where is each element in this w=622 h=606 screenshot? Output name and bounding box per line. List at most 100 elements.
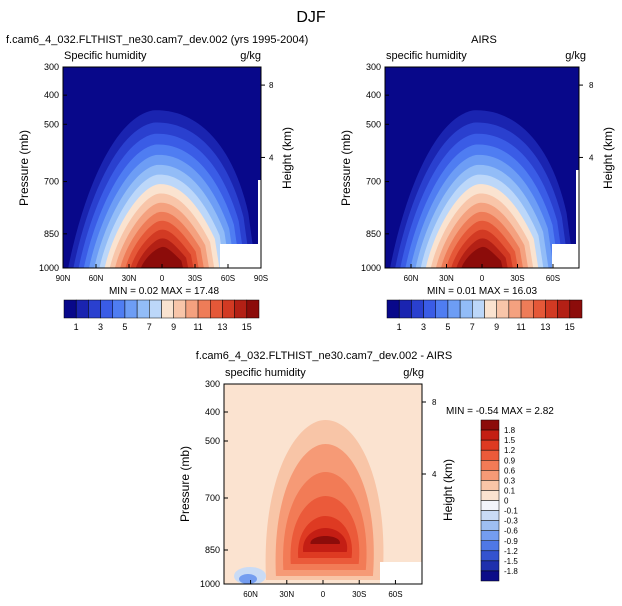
panel-model-ytick-label: 1000 bbox=[39, 263, 59, 273]
colorbar-diff-label: -0.6 bbox=[504, 527, 518, 536]
panel-model-ytick-label: 400 bbox=[44, 90, 59, 100]
colorbar-model-swatch bbox=[100, 299, 113, 319]
panel-diff-height-tick-label: 8 bbox=[432, 398, 437, 407]
colorbar-airs-swatch bbox=[484, 299, 497, 319]
colorbar-model-swatch bbox=[88, 299, 101, 319]
colorbar-diff-label: -0.1 bbox=[504, 507, 518, 516]
colorbar-diff-label: 0 bbox=[504, 497, 509, 506]
colorbar-diff-swatch bbox=[480, 490, 500, 501]
panel-airs-ytick-label: 850 bbox=[366, 229, 381, 239]
panel-diff-contours bbox=[234, 400, 398, 584]
panel-airs-title: AIRS bbox=[471, 34, 497, 46]
panel-diff-ytick-label: 700 bbox=[205, 493, 220, 503]
panel-diff-height-tick-label: 4 bbox=[432, 470, 437, 479]
panel-diff-ytick-label: 400 bbox=[205, 407, 220, 417]
panel-airs-ylabel-right: Height (km) bbox=[601, 127, 615, 189]
panel-model-xtick-label: 60N bbox=[89, 274, 104, 283]
colorbar-diff-label: 0.3 bbox=[504, 476, 516, 485]
colorbar-airs-swatch bbox=[423, 299, 436, 319]
panel-airs-ticks: 300 400 500 700 850 1000 60N 30N 0 30S 60S 8 4 bbox=[361, 62, 594, 283]
colorbar-model-label: 3 bbox=[98, 322, 103, 332]
panel-airs-units: g/kg bbox=[565, 50, 586, 62]
colorbar-model-swatch bbox=[112, 299, 126, 319]
colorbar-diff-swatch bbox=[480, 500, 500, 511]
colorbar-model-label: 5 bbox=[122, 322, 127, 332]
colorbar-airs-label: 5 bbox=[445, 322, 450, 332]
colorbar-diff-label: -1.8 bbox=[504, 567, 518, 576]
colorbar-model-label: 11 bbox=[193, 322, 202, 332]
panel-diff-negative-core bbox=[239, 574, 257, 584]
panel-airs-left-label: specific humidity bbox=[386, 50, 467, 62]
panel-diff-ytick-label: 300 bbox=[205, 379, 220, 389]
colorbar-model-swatch bbox=[173, 299, 187, 319]
panel-diff-stats: MIN = -0.54 MAX = 2.82 bbox=[446, 406, 554, 417]
panel-model-xtick-label: 90S bbox=[254, 274, 268, 283]
panel-airs-ytick-label: 300 bbox=[366, 62, 381, 72]
panel-airs-xtick-label: 60N bbox=[404, 274, 419, 283]
panel-model-xtick-label: 60S bbox=[221, 274, 235, 283]
colorbar-diff-swatch bbox=[480, 540, 500, 552]
colorbar-model-swatch bbox=[246, 299, 260, 319]
panel-diff-ytick-label: 1000 bbox=[200, 579, 220, 589]
colorbar-model: 1 3 5 7 9 11 13 15 bbox=[63, 299, 260, 332]
panel-model-xtick-label: 30N bbox=[122, 274, 137, 283]
panel-model-contours bbox=[68, 110, 256, 268]
colorbar-model-label: 13 bbox=[217, 322, 227, 332]
panel-model-xtick-label: 30S bbox=[188, 274, 202, 283]
colorbar-diff-label: -0.9 bbox=[504, 537, 518, 546]
panel-diff-units: g/kg bbox=[403, 367, 424, 379]
colorbar-diff-label: 1.2 bbox=[504, 446, 516, 455]
panel-diff-xtick-label: 30N bbox=[279, 590, 294, 599]
panel-airs-height-tick-label: 4 bbox=[589, 153, 594, 162]
colorbar-diff-swatch bbox=[480, 470, 500, 481]
panel-diff-title: f.cam6_4_032.FLTHIST_ne30.cam7_dev.002 -… bbox=[196, 350, 452, 362]
panel-model-left-label: Specific humidity bbox=[64, 50, 147, 62]
panel-airs-ytick-label: 500 bbox=[366, 119, 381, 129]
colorbar-airs-swatch bbox=[386, 299, 400, 319]
panel-model-xtick-label: 90N bbox=[56, 274, 71, 283]
colorbar-model-swatch bbox=[197, 299, 211, 319]
panel-airs-xtick-label: 0 bbox=[480, 274, 485, 283]
colorbar-airs-swatch bbox=[569, 299, 583, 319]
colorbar-airs-swatch bbox=[508, 299, 522, 319]
panel-model-missing-edge bbox=[258, 180, 261, 244]
colorbar-airs-swatch bbox=[411, 299, 424, 319]
panel-model-ytick-label: 500 bbox=[44, 119, 59, 129]
colorbar-diff-swatch bbox=[480, 530, 500, 541]
colorbar-model-label: 15 bbox=[242, 322, 252, 332]
colorbar-diff-swatch bbox=[480, 419, 500, 431]
colorbar-airs-swatch bbox=[398, 299, 412, 319]
panel-diff-ticks: 300 400 500 700 850 1000 60N 30N 0 30S 60S 8 4 bbox=[200, 379, 437, 599]
panel-diff-missing-patch bbox=[380, 562, 422, 584]
colorbar-model-swatch bbox=[136, 299, 150, 319]
colorbar-airs-label: 9 bbox=[494, 322, 499, 332]
colorbar-diff-swatch bbox=[480, 460, 500, 471]
panel-model-missing-patch bbox=[220, 244, 261, 268]
colorbar-diff-swatch bbox=[480, 520, 500, 531]
colorbar-diff-swatch bbox=[480, 429, 500, 441]
panel-airs-missing-edge bbox=[576, 170, 579, 244]
colorbar-model-swatch bbox=[149, 299, 162, 319]
colorbar-airs-swatch bbox=[545, 299, 558, 319]
colorbar-airs-swatch bbox=[496, 299, 510, 319]
panel-model-title: f.cam6_4_032.FLTHIST_ne30.cam7_dev.002 (… bbox=[6, 34, 308, 46]
colorbar-model-swatch bbox=[161, 299, 174, 319]
panel-diff-ytick-label: 500 bbox=[205, 436, 220, 446]
panel-airs-ytick-label: 700 bbox=[366, 177, 381, 187]
colorbar-model-swatch bbox=[75, 299, 89, 319]
panel-airs-height-tick-label: 8 bbox=[589, 81, 594, 90]
colorbar-airs-swatch bbox=[472, 299, 485, 319]
panel-model-ytick-label: 700 bbox=[44, 177, 59, 187]
page-title: DJF bbox=[296, 9, 326, 26]
colorbar-diff-label: 0.1 bbox=[504, 486, 516, 495]
colorbar-diff-label: -1.2 bbox=[504, 547, 518, 556]
panel-diff-contour-7 bbox=[310, 536, 340, 544]
colorbar-model-swatch bbox=[210, 299, 223, 319]
colorbar-airs-label: 7 bbox=[470, 322, 475, 332]
colorbar-model-label: 1 bbox=[74, 322, 79, 332]
panel-model-units: g/kg bbox=[240, 50, 261, 62]
panel-model-ytick-label: 300 bbox=[44, 62, 59, 72]
colorbar-diff-label: -1.5 bbox=[504, 557, 518, 566]
panel-airs-contour-15 bbox=[461, 246, 503, 268]
